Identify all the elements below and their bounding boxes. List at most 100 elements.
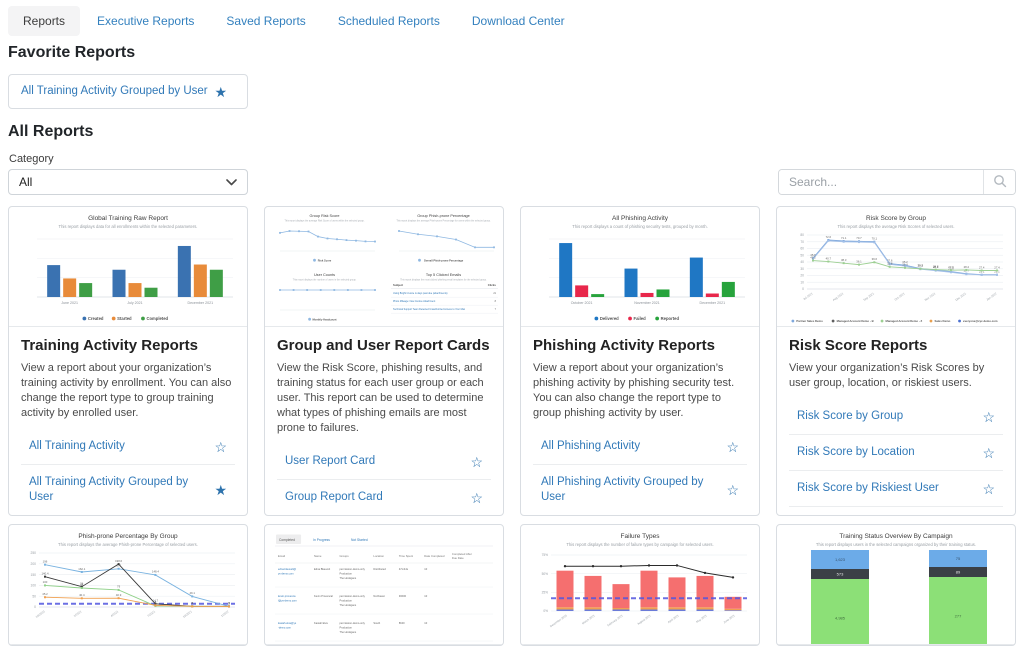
- svg-text:71.1: 71.1: [841, 236, 847, 240]
- svg-text:60: 60: [800, 247, 804, 251]
- svg-text:50: 50: [800, 253, 804, 257]
- chevron-down-icon: [226, 175, 237, 189]
- svg-text:80: 80: [800, 233, 804, 237]
- svg-text:This report displays the avera: This report displays the average Phish-p…: [396, 220, 491, 223]
- svg-text:10: 10: [424, 567, 427, 571]
- svg-text:32.8: 32.8: [887, 262, 893, 266]
- category-label: Category: [9, 153, 54, 165]
- svg-text:10: 10: [424, 621, 427, 625]
- svg-text:20: 20: [800, 274, 804, 278]
- svg-text:10/2020: 10/2020: [35, 609, 46, 618]
- favorite-report-link[interactable]: All Training Activity Grouped by User: [21, 85, 208, 97]
- svg-text:permission-demo-only: permission-demo-only: [339, 594, 365, 598]
- report-cards-grid: Global Training Raw Report This report di…: [8, 206, 1016, 646]
- svg-text:40.7: 40.7: [826, 256, 832, 260]
- svg-text:2: 2: [228, 601, 230, 605]
- star-icon[interactable]: ☆: [470, 489, 483, 506]
- search-button[interactable]: [983, 170, 1015, 194]
- svg-text:The Hooligans: The Hooligans: [339, 576, 356, 580]
- svg-text:177: 177: [116, 564, 121, 568]
- star-icon[interactable]: ☆: [470, 453, 483, 470]
- report-link[interactable]: All Phishing Activity Grouped by User: [541, 476, 704, 503]
- svg-text:10/2021: 10/2021: [182, 609, 193, 618]
- svg-text:This report displays a count o: This report displays a count of phishing…: [572, 224, 707, 229]
- star-icon[interactable]: ★: [214, 83, 227, 100]
- svg-text:All Phishing Activity: All Phishing Activity: [612, 215, 669, 222]
- svg-text:7: 7: [495, 308, 497, 311]
- report-thumbnail-chart: Failure Types This report displays the nu…: [521, 525, 759, 645]
- svg-text:Clicks: Clicks: [488, 283, 497, 287]
- svg-text:In Progress: In Progress: [313, 538, 330, 542]
- svg-text:Overall Phish-prone Percentage: Overall Phish-prone Percentage: [424, 258, 464, 262]
- svg-text:Delivered: Delivered: [600, 316, 619, 321]
- report-thumbnail-chart: Global Training Raw Report This report di…: [9, 207, 247, 327]
- svg-text:Jan 2022: Jan 2022: [986, 291, 998, 301]
- report-link[interactable]: All Phishing Activity: [541, 440, 641, 452]
- svg-text:This report displays the numbe: This report displays the number of failu…: [566, 542, 713, 547]
- svg-text:Top 5 Clicked Emails: Top 5 Clicked Emails: [426, 273, 461, 277]
- tab-saved-reports[interactable]: Saved Reports: [226, 14, 306, 28]
- svg-text:100: 100: [30, 584, 36, 588]
- star-icon[interactable]: ★: [214, 482, 227, 498]
- card-title: Risk Score Reports: [789, 337, 928, 354]
- svg-text:Edna Blauvelt: Edna Blauvelt: [314, 567, 330, 571]
- report-link[interactable]: User Report Card: [285, 455, 376, 467]
- report-link[interactable]: Risk Score by Riskiest User: [797, 482, 939, 494]
- svg-text:0%: 0%: [543, 609, 548, 613]
- svg-text:Risk Score: Risk Score: [318, 258, 332, 262]
- svg-text:kasiah.elva@ys: kasiah.elva@ys: [278, 621, 297, 625]
- svg-text:Production: Production: [339, 572, 352, 576]
- report-link[interactable]: Risk Score by Location: [797, 446, 915, 458]
- svg-text:150: 150: [30, 573, 36, 577]
- svg-text:Aug 2021: Aug 2021: [832, 291, 845, 302]
- card-title: Training Activity Reports: [21, 337, 198, 354]
- star-icon[interactable]: ☆: [726, 482, 739, 498]
- card-description: View the Risk Score, phishing results, a…: [277, 362, 484, 434]
- star-icon[interactable]: ☆: [982, 444, 995, 461]
- category-select[interactable]: All: [8, 169, 248, 195]
- svg-text:June 2021: June 2021: [723, 613, 736, 624]
- svg-text:This report displays the numbe: This report displays the number of users…: [293, 279, 357, 282]
- svg-text:Monthly Headcount: Monthly Headcount: [312, 317, 336, 321]
- card-description: View a report about your organization’s …: [21, 362, 232, 419]
- favorite-reports-heading: Favorite Reports: [8, 44, 136, 61]
- svg-text:14.7: 14.7: [153, 599, 159, 603]
- svg-text:Kasiah Elva: Kasiah Elva: [314, 621, 328, 625]
- tab-scheduled-reports[interactable]: Scheduled Reports: [337, 14, 440, 28]
- star-icon[interactable]: ☆: [726, 438, 739, 455]
- svg-text:Global Training Raw Report: Global Training Raw Report: [88, 215, 168, 222]
- svg-text:3: 3: [191, 601, 193, 605]
- tab-executive-reports[interactable]: Executive Reports: [97, 14, 195, 28]
- search-input[interactable]: [779, 170, 983, 194]
- svg-text:1,623: 1,623: [835, 557, 846, 562]
- report-link[interactable]: All Training Activity: [29, 440, 125, 452]
- report-link[interactable]: All Training Activity Grouped by User: [29, 476, 189, 503]
- svg-text:Created: Created: [88, 316, 104, 321]
- svg-text:277: 277: [955, 614, 962, 619]
- svg-text:Completed: Completed: [146, 316, 168, 321]
- svg-text:Time Spent: Time Spent: [399, 554, 413, 558]
- report-link[interactable]: Risk Score by Group: [797, 410, 904, 422]
- svg-text:Using Bright Invoice is days p: Using Bright Invoice is days past due (a…: [393, 292, 448, 295]
- svg-text:kevin.provenca: kevin.provenca: [278, 594, 296, 598]
- tab-download-center[interactable]: Download Center: [471, 14, 565, 28]
- search-box: [778, 169, 1016, 195]
- star-icon[interactable]: ☆: [214, 438, 227, 455]
- svg-text:27.4: 27.4: [994, 265, 1000, 269]
- report-link-row: All Training Activity ☆: [21, 429, 235, 465]
- star-icon[interactable]: ☆: [982, 408, 995, 425]
- star-icon[interactable]: ☆: [982, 480, 995, 497]
- svg-text:May 2021: May 2021: [695, 613, 708, 624]
- svg-text:March 2021: March 2021: [581, 613, 596, 625]
- svg-text:0: 0: [802, 287, 804, 291]
- svg-text:88: 88: [80, 583, 84, 587]
- svg-text:573: 573: [837, 572, 844, 577]
- report-link[interactable]: Group Report Card: [285, 491, 383, 503]
- svg-text:79: 79: [117, 585, 121, 589]
- svg-text:June 2021: June 2021: [61, 301, 78, 305]
- tab-reports[interactable]: Reports: [8, 6, 81, 36]
- svg-text:70.1: 70.1: [872, 236, 878, 240]
- svg-text:This report displays users in: This report displays users in the select…: [816, 542, 976, 547]
- svg-text:edna.blauvelt@: edna.blauvelt@: [278, 567, 296, 571]
- svg-text:8: 8: [495, 300, 497, 303]
